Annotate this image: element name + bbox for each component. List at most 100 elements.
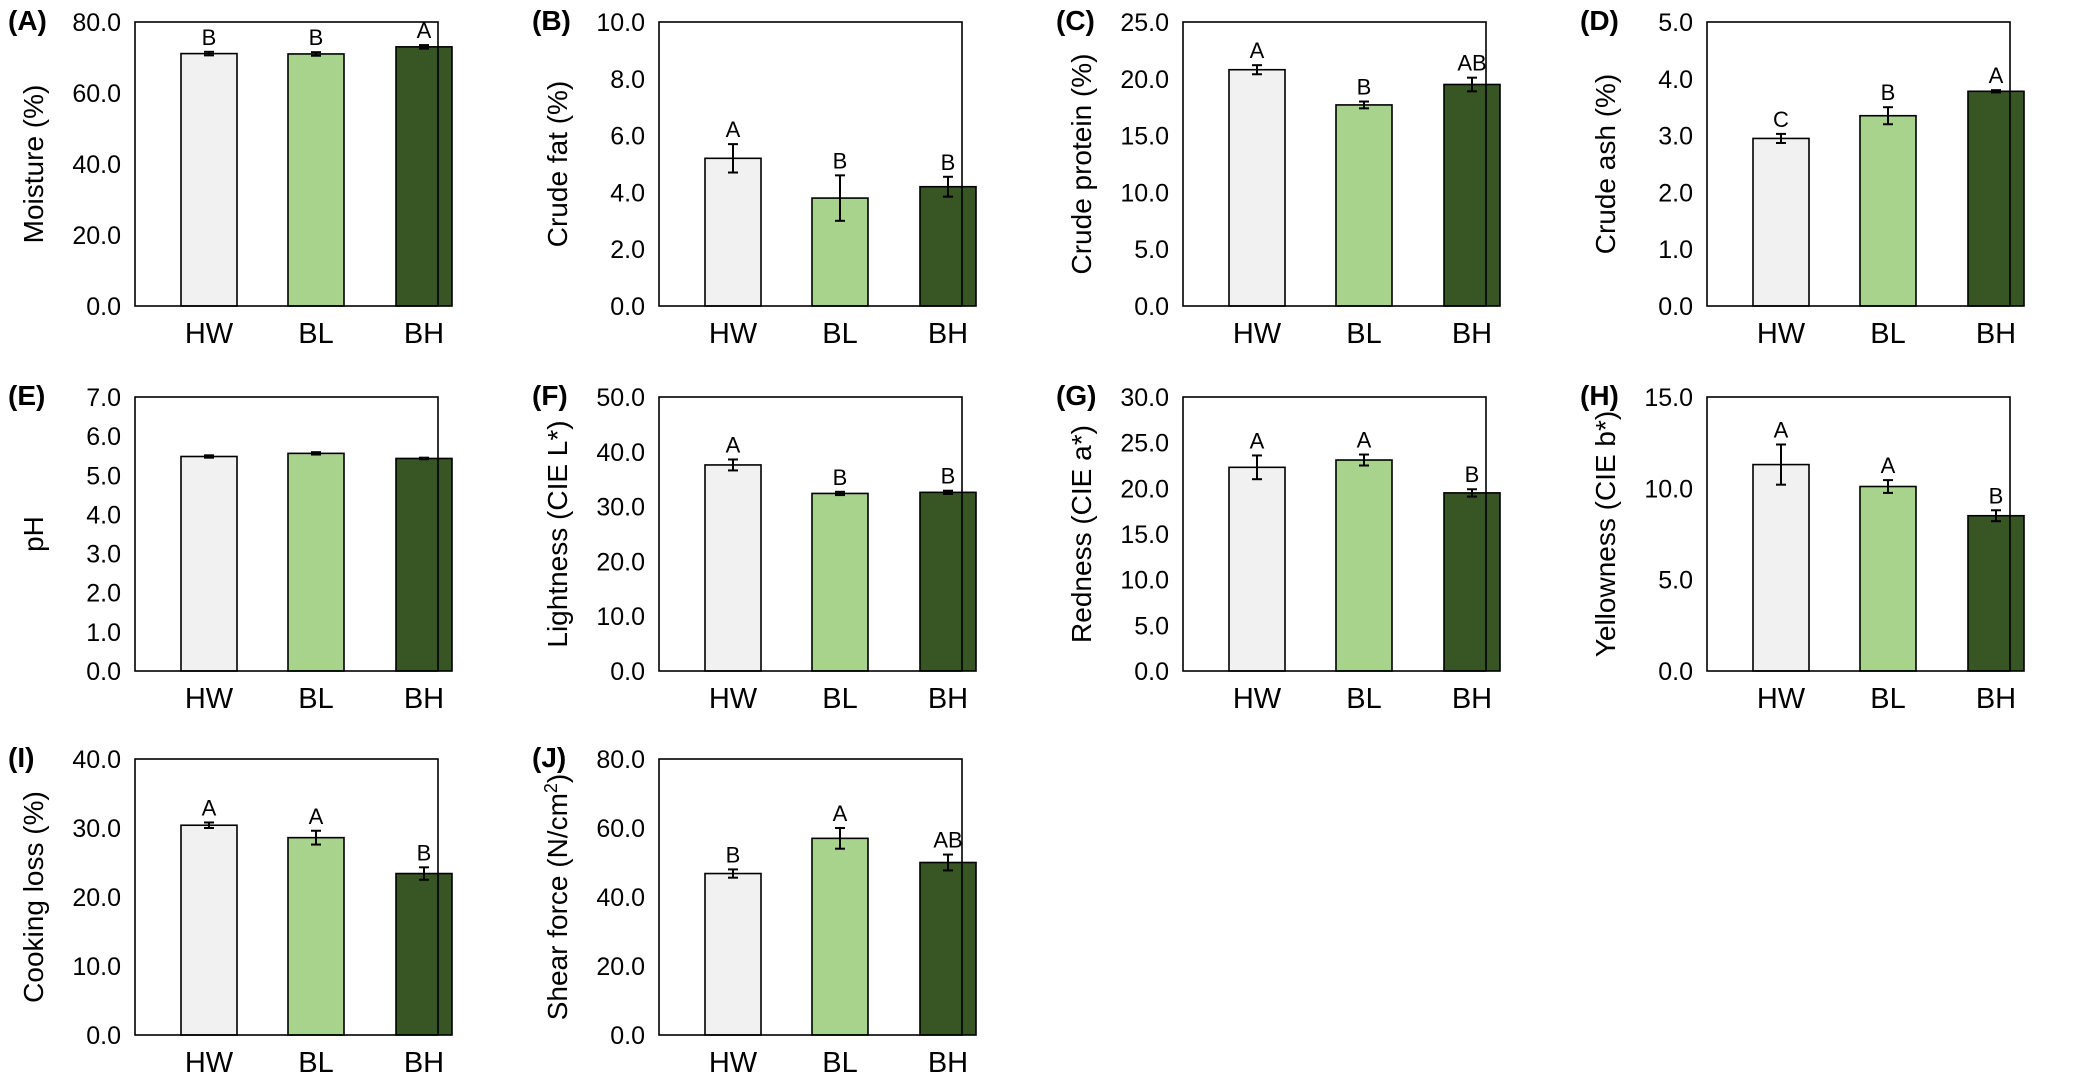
y-tick-label: 60.0 (72, 80, 121, 108)
plot-frame (134, 21, 439, 307)
significance-letter: AB (1457, 51, 1486, 76)
x-category-label: BH (404, 318, 444, 350)
y-axis-label-superscript: 2 (541, 783, 561, 793)
y-tick-label: 10.0 (72, 953, 121, 981)
significance-letter: A (726, 432, 741, 457)
y-tick-label: 3.0 (86, 541, 121, 569)
y-axis-label: Crude protein (%) (1066, 54, 1097, 275)
significance-letter: B (1465, 462, 1480, 487)
chart-panel-d: (D) 0.0 1.0 2.0 3.0 4.0 5.0 Crude ash (%) C HW B BL… (1580, 5, 2025, 350)
x-category-label: HW (185, 318, 234, 350)
x-category-label: HW (185, 1047, 234, 1079)
bar-bl (287, 836, 345, 1036)
significance-letter: B (202, 25, 217, 50)
y-tick-label: 6.0 (86, 423, 121, 451)
chart-panel-j: (J) 0.0 20.0 40.0 60.0 80.0 Shear force (N/cm2… (532, 742, 977, 1079)
plot-frame (1182, 396, 1487, 672)
bar-bh (395, 46, 453, 307)
bar-hw (704, 157, 762, 307)
y-tick-label: 40.0 (72, 746, 121, 774)
y-tick-label: 6.0 (610, 123, 645, 151)
y-axis-label-text: Shear force (N/cm (542, 793, 573, 1020)
significance-letter: A (1357, 428, 1372, 453)
significance-letter: B (941, 150, 956, 175)
plot-frame (134, 758, 439, 1036)
y-tick-label: 80.0 (72, 9, 121, 37)
y-tick-label: 30.0 (72, 815, 121, 843)
x-category-label: HW (185, 683, 234, 715)
bar-hw (180, 52, 238, 307)
significance-letter: B (309, 25, 324, 50)
y-tick-label: 8.0 (610, 66, 645, 94)
y-axis-label: Yellowness (CIE b*) (1590, 411, 1621, 657)
y-axis-label: Shear force (N/cm2) (541, 774, 573, 1021)
y-tick-label: 5.0 (1658, 9, 1693, 37)
y-tick-label: 60.0 (596, 815, 645, 843)
significance-letter: A (417, 18, 432, 43)
significance-letter: AB (933, 828, 962, 853)
significance-letter: A (1774, 417, 1789, 442)
y-tick-label: 1.0 (1658, 236, 1693, 264)
x-category-label: BL (1870, 683, 1905, 715)
panel-label: (H) (1580, 380, 1619, 411)
bar-hw (704, 464, 762, 672)
x-category-label: BL (1870, 318, 1905, 350)
y-tick-label: 10.0 (596, 603, 645, 631)
y-axis-label: Crude fat (%) (542, 81, 573, 248)
x-category-label: BH (1976, 683, 2016, 715)
significance-letter: A (309, 804, 324, 829)
bar-bl (1335, 459, 1393, 672)
y-tick-label: 10.0 (1120, 567, 1169, 595)
panel-label: (A) (8, 5, 47, 36)
x-category-label: HW (1233, 683, 1282, 715)
x-category-label: BL (822, 683, 857, 715)
y-tick-label: 4.0 (610, 179, 645, 207)
y-tick-label: 40.0 (72, 151, 121, 179)
x-category-label: BL (298, 318, 333, 350)
x-category-label: BH (928, 1047, 968, 1079)
bar-bl (287, 452, 345, 672)
bar-hw (704, 872, 762, 1036)
y-tick-label: 25.0 (1120, 9, 1169, 37)
bar-bh (919, 185, 977, 307)
plot-frame (1182, 21, 1487, 307)
bar-hw (180, 455, 238, 672)
y-tick-label: 2.0 (1658, 179, 1693, 207)
bar-bh (919, 491, 977, 672)
y-tick-label: 0.0 (610, 1022, 645, 1050)
y-tick-label: 2.0 (86, 580, 121, 608)
significance-letter: A (1989, 63, 2004, 88)
plot-frame (1706, 21, 2011, 307)
x-category-label: HW (709, 683, 758, 715)
bar-bh (1443, 83, 1501, 307)
x-category-label: BH (928, 683, 968, 715)
panel-label: (F) (532, 380, 568, 411)
y-tick-label: 80.0 (596, 746, 645, 774)
y-tick-label: 3.0 (1658, 123, 1693, 151)
y-tick-label: 20.0 (72, 884, 121, 912)
significance-letter: B (417, 840, 432, 865)
y-tick-label: 30.0 (596, 494, 645, 522)
y-axis-label: Cooking loss (%) (18, 791, 49, 1003)
y-tick-label: 2.0 (610, 236, 645, 264)
y-tick-label: 0.0 (1134, 658, 1169, 686)
y-tick-label: 30.0 (1120, 384, 1169, 412)
x-category-label: HW (1757, 683, 1806, 715)
y-tick-label: 10.0 (1120, 179, 1169, 207)
x-category-label: BH (404, 683, 444, 715)
y-tick-label: 4.0 (1658, 66, 1693, 94)
panel-label: (D) (1580, 5, 1619, 36)
significance-letter: C (1773, 107, 1789, 132)
chart-panel-g: (G) 0.0 5.0 10.0 15.0 20.0 25.0 30.0 Redness (CI… (1056, 380, 1501, 715)
panel-label: (E) (8, 380, 45, 411)
x-category-label: BH (1976, 318, 2016, 350)
plot-frame (1706, 396, 2011, 672)
bar-bl (1335, 104, 1393, 307)
x-category-label: BL (1346, 318, 1381, 350)
y-tick-label: 7.0 (86, 384, 121, 412)
chart-panel-e: (E) 0.0 1.0 2.0 3.0 4.0 5.0 6.0 7.0 pH HW BL BH (8, 380, 453, 715)
x-category-label: HW (709, 1047, 758, 1079)
bar-hw (1228, 466, 1286, 672)
y-tick-label: 20.0 (72, 222, 121, 250)
